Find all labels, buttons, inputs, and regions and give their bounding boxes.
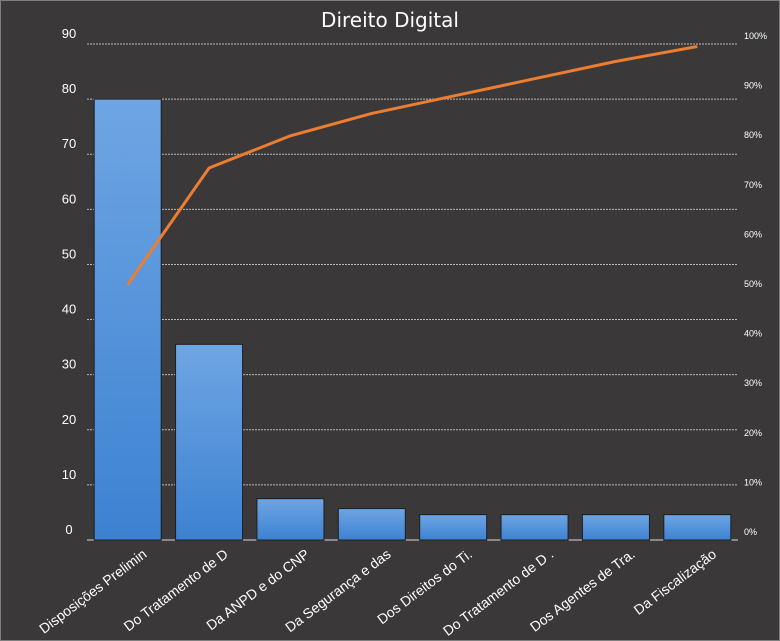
cumulative-line [126, 45, 698, 286]
secondary-y-axis-ticks: 0% 10% 20% 30% 40% 50% 60% 70% 80% 90% 100% [744, 31, 767, 537]
secondary-y-tick-label: 40% [744, 329, 762, 339]
x-tick-label: Da Fiscalização [631, 545, 720, 617]
y-tick-label: 40 [62, 302, 76, 317]
bar [256, 498, 325, 541]
secondary-y-tick-label: 20% [744, 428, 762, 438]
y-tick-label: 80 [62, 81, 76, 96]
y-tick-label: 70 [62, 136, 76, 151]
bar [175, 343, 244, 541]
secondary-y-tick-label: 90% [744, 81, 762, 91]
y-tick-label: 10 [62, 467, 76, 482]
bar [581, 514, 650, 541]
y-tick-label: 0 [65, 522, 72, 537]
secondary-y-tick-label: 60% [744, 229, 762, 239]
bar [419, 514, 488, 541]
secondary-y-tick-label: 10% [744, 477, 762, 487]
bars [93, 98, 732, 541]
chart-title: Direito Digital [321, 8, 459, 32]
secondary-y-tick-label: 80% [744, 130, 762, 140]
y-tick-label: 90 [62, 26, 76, 41]
y-tick-label: 50 [62, 246, 76, 261]
secondary-y-tick-label: 50% [744, 279, 762, 289]
secondary-y-tick-label: 100% [744, 31, 767, 41]
y-tick-label: 30 [62, 357, 76, 372]
secondary-y-tick-label: 0% [744, 527, 757, 537]
secondary-y-tick-label: 30% [744, 378, 762, 388]
secondary-y-tick-label: 70% [744, 180, 762, 190]
bar [93, 98, 162, 541]
cumulative-percentage-line [126, 45, 698, 286]
bar [500, 514, 569, 541]
y-tick-label: 20 [62, 412, 76, 427]
y-axis-ticks: 0 10 20 30 40 50 60 70 80 90 [62, 26, 76, 537]
y-tick-label: 60 [62, 191, 76, 206]
bar [663, 514, 732, 541]
bar [337, 508, 406, 541]
